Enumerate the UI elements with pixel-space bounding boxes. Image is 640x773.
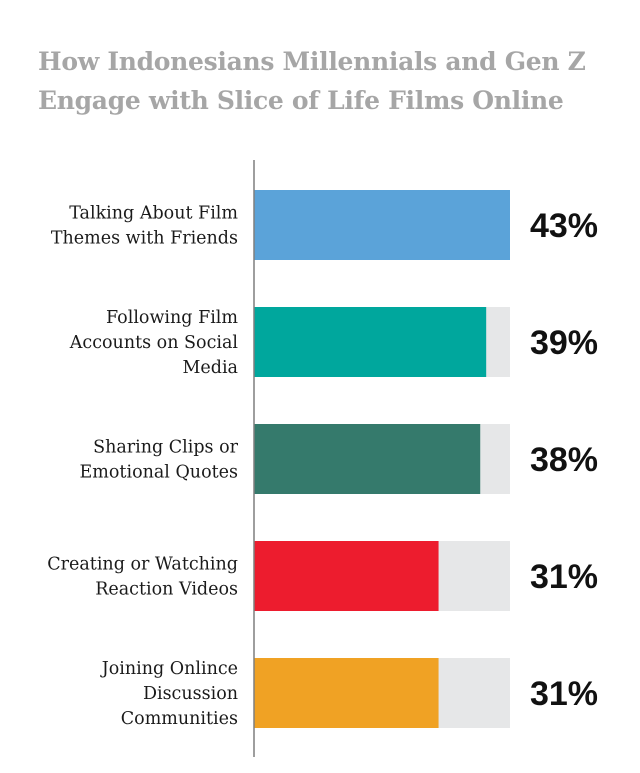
category-label: Reaction Videos (95, 580, 238, 600)
value-label: 31% (530, 675, 598, 713)
category-label: Media (182, 358, 238, 378)
category-label: Joining Onlince (100, 659, 238, 679)
value-label: 31% (530, 558, 598, 596)
category-label: Following Film (106, 308, 238, 328)
bar (254, 424, 481, 494)
category-label: Discussion (143, 684, 238, 704)
category-label: Themes with Friends (51, 229, 238, 249)
chart-title-line-2: Engage with Slice of Life Films Online (38, 86, 564, 115)
chart-title-line-1: How Indonesians Millennials and Gen Z (38, 47, 586, 76)
category-label: Accounts on Social (69, 333, 239, 353)
category-label: Creating or Watching (47, 555, 238, 575)
bar (254, 190, 510, 260)
bar (254, 541, 439, 611)
bar (254, 307, 487, 377)
value-label: 39% (530, 324, 598, 362)
chart-title: How Indonesians Millennials and Gen Z En… (38, 42, 628, 120)
category-label: Talking About Film (69, 204, 238, 224)
category-label: Emotional Quotes (80, 463, 238, 483)
value-label: 43% (530, 207, 598, 245)
value-label: 38% (530, 441, 598, 479)
category-label: Communities (121, 709, 238, 729)
category-label: Sharing Clips or (93, 438, 239, 458)
bar (254, 658, 439, 728)
